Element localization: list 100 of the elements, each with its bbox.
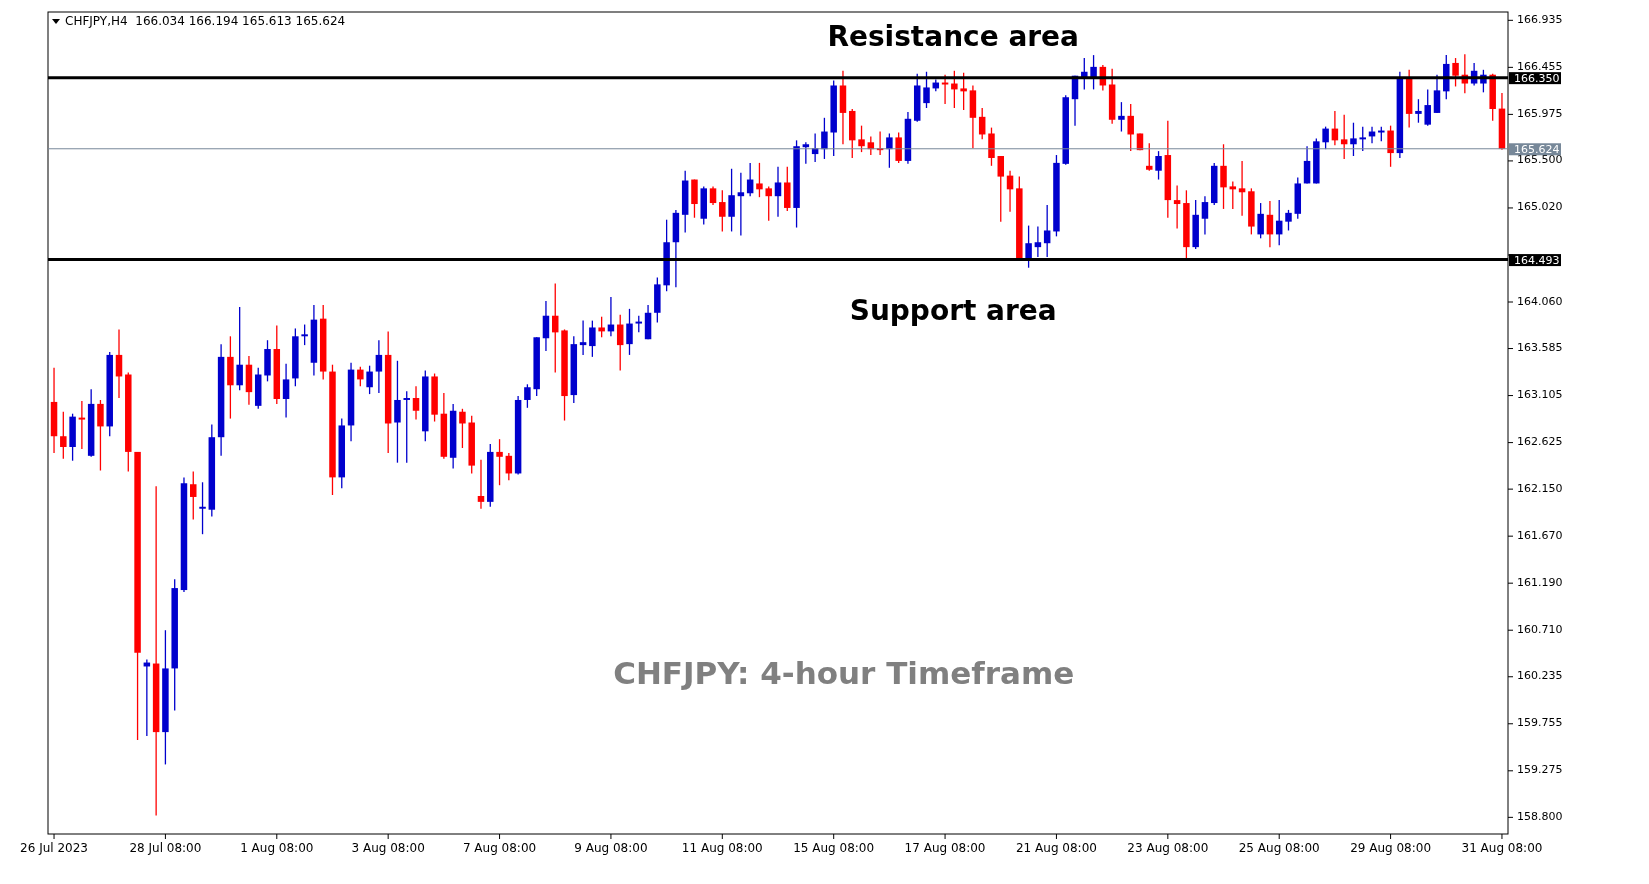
candlestick: [477, 459, 485, 510]
x-tick-label: 9 Aug 08:00: [574, 841, 648, 855]
candlestick: [459, 408, 466, 449]
x-tick-label: 21 Aug 08:00: [1015, 841, 1097, 855]
y-tick-label: 161.190: [1517, 575, 1563, 589]
candlestick: [1452, 57, 1459, 88]
candlestick: [858, 125, 865, 153]
candlestick: [394, 360, 401, 464]
candlestick: [756, 162, 763, 198]
candlestick: [1025, 224, 1032, 269]
candlestick: [1322, 125, 1329, 150]
y-tick-label: 161.670: [1517, 528, 1563, 542]
candlestick: [190, 470, 197, 521]
candlestick: [774, 166, 782, 218]
candlestick: [412, 385, 420, 421]
x-tick-label: 23 Aug 08:00: [1127, 841, 1209, 855]
y-tick-label: 162.150: [1517, 481, 1563, 495]
y-tick-label: 165.020: [1517, 200, 1563, 214]
annotation: CHFJPY: 4-hour Timeframe: [613, 655, 1075, 691]
x-tick-label: 1 Aug 08:00: [240, 841, 314, 855]
candlestick: [1424, 88, 1431, 127]
candlestick: [1415, 98, 1422, 124]
candlestick: [1285, 209, 1292, 232]
candlestick: [951, 70, 958, 109]
candlestick: [895, 131, 902, 164]
candlestick: [1146, 142, 1153, 172]
y-tick-label: 160.235: [1517, 669, 1563, 683]
candlestick: [1266, 200, 1274, 248]
x-tick-label: 25 Aug 08:00: [1238, 841, 1320, 855]
y-tick-label: 165.975: [1517, 106, 1563, 120]
candlestick: [1340, 114, 1348, 160]
candlestick: [728, 168, 735, 233]
y-tick-label: 159.275: [1517, 763, 1563, 777]
candlestick: [821, 117, 828, 160]
y-tick-label: 165.500: [1517, 153, 1563, 167]
candlestick: [997, 155, 1005, 223]
annotation: Resistance area: [827, 20, 1080, 53]
candlestick: [626, 308, 633, 356]
y-tick-label: 166.935: [1517, 12, 1563, 26]
candlestick: [357, 366, 364, 387]
candlestick: [1155, 150, 1162, 181]
candlestick: [1173, 184, 1181, 230]
candlestick: [960, 72, 967, 111]
candlestick: [1350, 122, 1357, 157]
candlestick: [60, 411, 67, 460]
x-tick-label: 3 Aug 08:00: [351, 841, 425, 855]
candlestick: [542, 300, 550, 352]
x-tick-label: 26 Jul 2023: [20, 841, 88, 855]
candlestick: [282, 363, 290, 419]
annotation: Support area: [849, 294, 1057, 327]
x-tick-label: 11 Aug 08:00: [681, 841, 763, 855]
x-tick-label: 31 Aug 08:00: [1461, 841, 1543, 855]
candlestick: [496, 438, 503, 486]
candlestick: [1238, 160, 1246, 217]
candlestick: [236, 306, 243, 391]
y-tick-label: 166.455: [1517, 59, 1563, 73]
candlestick: [941, 74, 949, 105]
candlestick: [375, 339, 383, 394]
candlestick: [1433, 74, 1441, 114]
candlestick: [709, 185, 717, 206]
candlestick: [199, 481, 206, 535]
ref-line-label: 165.624: [1514, 142, 1560, 156]
y-tick-label: 159.755: [1517, 716, 1563, 730]
candlestick: [403, 390, 410, 464]
x-tick-label: 28 Jul 08:00: [129, 841, 202, 855]
ref-line-label: 164.493: [1514, 253, 1560, 267]
candlestick: [589, 319, 596, 358]
candlestick: [1387, 125, 1394, 168]
candlestick: [524, 383, 531, 409]
y-tick-label: 163.105: [1517, 388, 1563, 402]
y-tick-label: 162.625: [1517, 435, 1563, 449]
y-tick-label: 163.585: [1517, 341, 1563, 355]
x-tick-label: 29 Aug 08:00: [1350, 841, 1432, 855]
candlestick: [886, 132, 893, 169]
candlestick: [923, 71, 930, 109]
candlestick: [1303, 145, 1311, 185]
candlestick: [1359, 125, 1366, 152]
ref-line-label: 166.350: [1514, 71, 1560, 85]
chart-title: CHFJPY,H4 166.034 166.194 165.613 165.624: [65, 14, 346, 28]
candlestick: [1201, 195, 1209, 236]
candlestick: [1127, 103, 1134, 152]
candlestick: [1229, 180, 1237, 210]
candlestick: [802, 141, 810, 165]
y-tick-label: 158.800: [1517, 809, 1563, 823]
candlestick: [1257, 202, 1264, 239]
x-tick-label: 7 Aug 08:00: [462, 841, 537, 855]
candlestick: [737, 172, 745, 237]
y-tick-label: 160.710: [1517, 622, 1563, 636]
candlestick: [366, 365, 373, 395]
candlestick: [579, 319, 587, 356]
candlestick: [1043, 204, 1051, 258]
candlestick: [78, 400, 86, 450]
candlestick: [115, 328, 123, 399]
candlestick: [1034, 225, 1042, 258]
candlestick: [301, 323, 308, 346]
candlestick: [1220, 143, 1227, 210]
candlestick: [616, 314, 624, 372]
candlestick: [719, 189, 726, 233]
candlestick: [598, 316, 605, 338]
candlestick: [765, 185, 772, 222]
